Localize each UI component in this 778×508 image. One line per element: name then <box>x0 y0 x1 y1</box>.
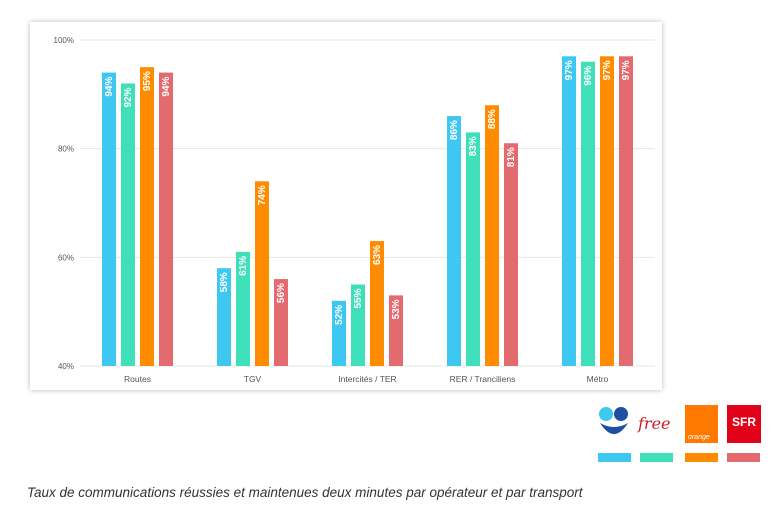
y-tick-label: 100% <box>54 36 74 45</box>
chart-caption: Taux de communications réussies et maint… <box>27 485 583 500</box>
bar-value-label: 53% <box>391 299 402 319</box>
bar-chart: 40% 60% 80% 100% 94% 92% 95% 94% Routes 58% 61% 74%… <box>54 36 655 384</box>
chart-frame: 40% 60% 80% 100% 94% 92% 95% 94% Routes 58% 61% 74%… <box>30 22 662 390</box>
bar <box>466 132 480 366</box>
legend-swatch-series-1 <box>598 453 631 462</box>
bar-value-label: 74% <box>257 185 268 205</box>
bar-value-label: 58% <box>219 272 230 292</box>
bar <box>102 72 116 366</box>
bar <box>236 251 250 366</box>
bar <box>389 295 403 366</box>
bar <box>600 56 614 367</box>
bar <box>159 72 173 366</box>
bar-value-label: 63% <box>372 245 383 265</box>
legend-swatch-series-2 <box>640 453 673 462</box>
bar <box>619 56 633 367</box>
legend-swatch-series-3 <box>685 453 718 462</box>
bar-value-label: 83% <box>468 136 479 156</box>
y-tick-label: 80% <box>58 145 74 154</box>
bar-value-label: 56% <box>276 283 287 303</box>
bar-value-label: 95% <box>142 71 153 91</box>
bar <box>504 143 518 366</box>
bar-value-label: 81% <box>506 147 517 167</box>
orange-logo-label: orange <box>688 434 710 441</box>
orange-logo-icon: orange <box>685 405 718 443</box>
bar <box>274 279 288 366</box>
y-tick-label: 40% <box>58 362 74 371</box>
bouygues-logo-icon <box>594 405 634 443</box>
bar-value-label: 61% <box>238 256 249 276</box>
bar <box>562 56 576 367</box>
bar-value-label: 88% <box>487 109 498 129</box>
bar <box>332 300 346 366</box>
bar <box>351 284 365 366</box>
bar <box>255 181 269 366</box>
bar <box>581 61 595 366</box>
bar <box>121 83 135 366</box>
x-tick-label: Intercités / TER <box>338 374 396 384</box>
bar-value-label: 55% <box>353 288 364 308</box>
free-logo-label: free <box>638 414 671 433</box>
operator-legend: free orange SFR <box>590 405 770 463</box>
bar <box>447 116 461 366</box>
bar-value-label: 94% <box>161 76 172 96</box>
sfr-logo-label: SFR <box>732 415 756 429</box>
bar <box>140 67 154 366</box>
bar-value-label: 97% <box>602 60 613 80</box>
bar <box>485 105 499 366</box>
bar-value-label: 96% <box>583 66 594 86</box>
bar-value-label: 86% <box>449 120 460 140</box>
bar-value-label: 97% <box>621 60 632 80</box>
bar-value-label: 92% <box>123 87 134 107</box>
x-tick-label: Métro <box>587 374 609 384</box>
legend-swatch-series-4 <box>727 453 760 462</box>
bar <box>370 241 384 366</box>
bar-value-label: 52% <box>334 305 345 325</box>
bar <box>217 268 231 366</box>
x-tick-label: TGV <box>244 374 262 384</box>
sfr-logo-icon: SFR <box>727 405 761 443</box>
bar-value-label: 97% <box>564 60 575 80</box>
x-tick-label: Routes <box>124 374 151 384</box>
y-tick-label: 60% <box>58 253 74 262</box>
bar-value-label: 94% <box>104 76 115 96</box>
free-logo-icon: free <box>636 405 676 443</box>
x-tick-label: RER / Tranciliens <box>450 374 516 384</box>
